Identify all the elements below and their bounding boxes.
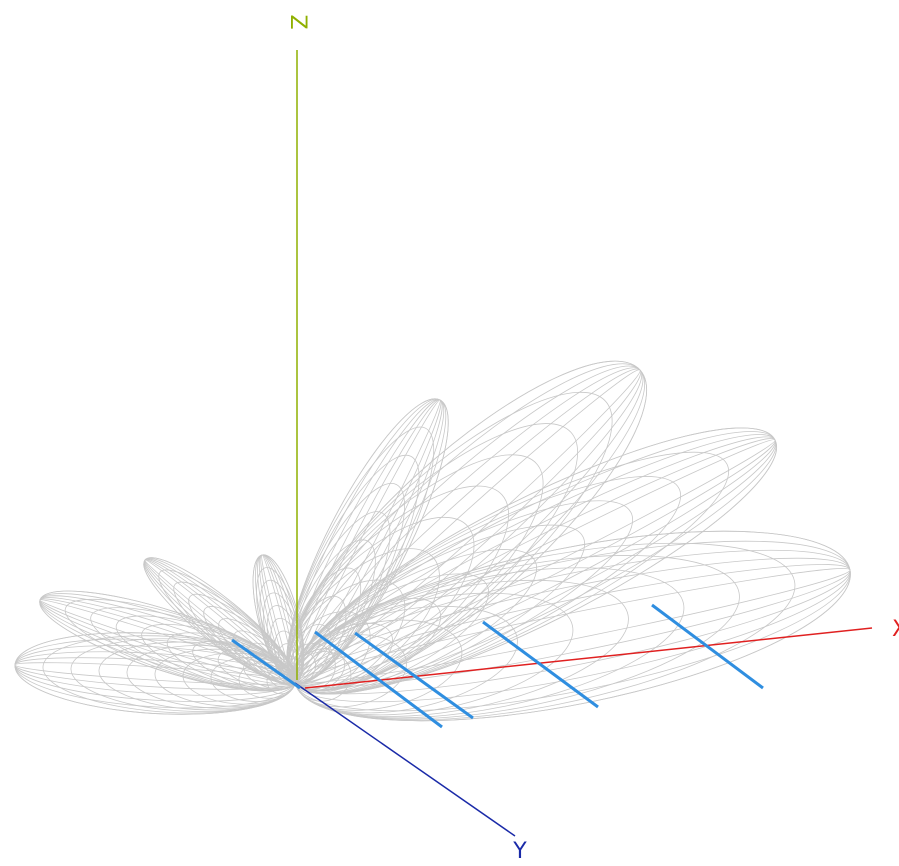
page: Z X Y (() => { const data = JSON.parse(d… (0, 0, 899, 866)
viewport-3d: Z X Y (0, 0, 899, 866)
antenna-element (652, 605, 763, 688)
lobe (259, 382, 475, 701)
lobe (13, 625, 298, 722)
mesh-ring (280, 509, 809, 755)
x-axis-label: X (892, 617, 899, 642)
lobe (280, 494, 866, 759)
z-axis-label: Z (285, 14, 310, 29)
y-axis-label: Y (512, 839, 527, 864)
lobe (31, 571, 304, 710)
